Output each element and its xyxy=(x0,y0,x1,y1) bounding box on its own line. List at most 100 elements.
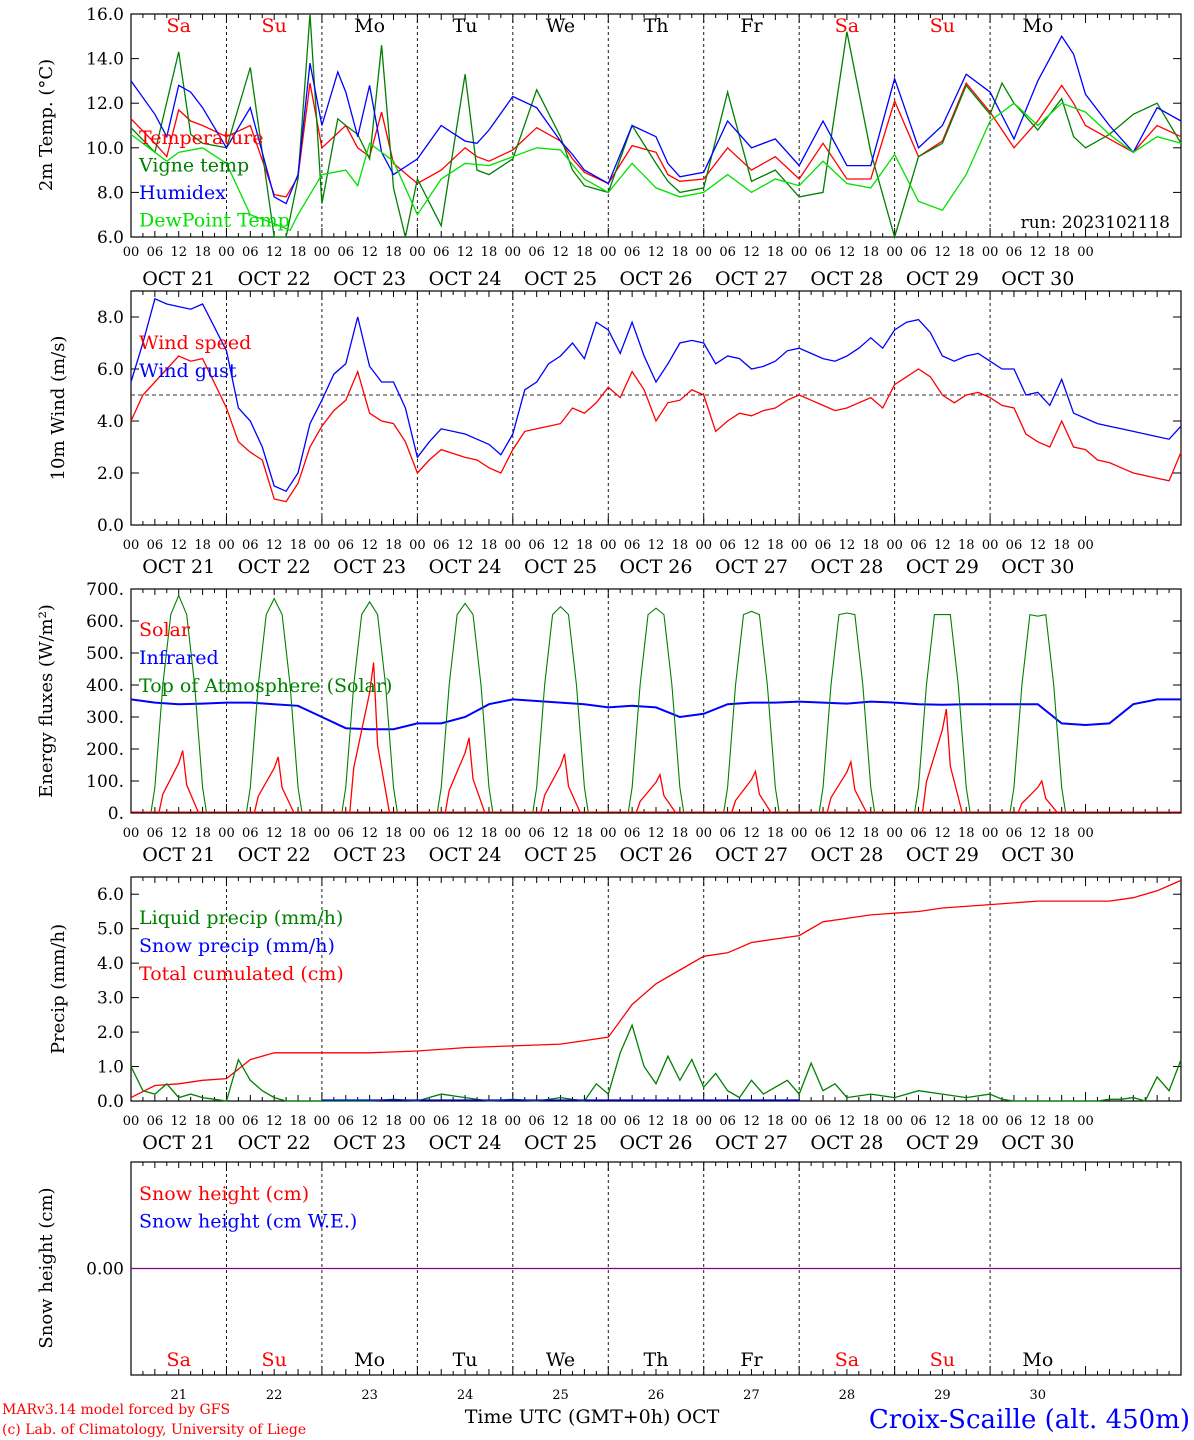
hour-label: 00 xyxy=(314,826,331,841)
day-name: Fr xyxy=(740,15,763,37)
date-label: OCT 22 xyxy=(238,556,311,578)
hour-label: 06 xyxy=(815,538,832,553)
hour-label: 18 xyxy=(767,538,784,553)
hour-label: 18 xyxy=(958,538,975,553)
date-label: OCT 23 xyxy=(333,268,406,290)
solar-day xyxy=(253,756,295,814)
hour-label: 12 xyxy=(648,826,665,841)
hour-label: 12 xyxy=(361,245,378,260)
date-label: OCT 28 xyxy=(810,844,883,866)
hour-label: 18 xyxy=(958,826,975,841)
hour-label: 12 xyxy=(170,538,187,553)
hour-label: 18 xyxy=(385,826,402,841)
hour-label: 00 xyxy=(886,1114,903,1129)
hour-label: 12 xyxy=(839,538,856,553)
hour-label: 00 xyxy=(886,826,903,841)
hour-label: 12 xyxy=(648,245,665,260)
legend-entry: Snow precip (mm/h) xyxy=(139,935,335,957)
hour-label: 18 xyxy=(576,1114,593,1129)
date-label: OCT 22 xyxy=(238,844,311,866)
hour-label: 00 xyxy=(1077,1114,1094,1129)
energy-frame xyxy=(130,588,1182,814)
hour-label: 12 xyxy=(552,1114,569,1129)
hour-label: 18 xyxy=(1053,1114,1070,1129)
hour-label: 06 xyxy=(242,245,259,260)
y-tick-label: 10.0 xyxy=(86,139,124,159)
date-label: OCT 27 xyxy=(715,844,788,866)
hour-label: 12 xyxy=(266,826,283,841)
legend-entry: Wind gust xyxy=(139,360,237,382)
hour-label: 12 xyxy=(266,245,283,260)
hour-label: 12 xyxy=(934,538,951,553)
hour-label: 06 xyxy=(337,538,354,553)
date-label: OCT 28 xyxy=(810,1132,883,1154)
hour-label: 00 xyxy=(123,1114,140,1129)
hour-label: 18 xyxy=(862,538,879,553)
hour-label: 06 xyxy=(528,1114,545,1129)
series-infrared xyxy=(130,698,1181,731)
y-tick-label: 600. xyxy=(86,612,124,632)
day-number: 28 xyxy=(839,1388,856,1403)
hour-label: 18 xyxy=(290,1114,307,1129)
solar-day xyxy=(921,708,963,814)
copyright-credit: (c) Lab. of Climatology, University of L… xyxy=(2,1422,306,1438)
model-credit: MARv3.14 model forced by GFS xyxy=(2,1402,230,1418)
solar-day xyxy=(730,769,772,814)
hour-label: 06 xyxy=(147,538,164,553)
toa-solar-day xyxy=(913,614,971,814)
hour-label: 18 xyxy=(862,826,879,841)
hour-label: 00 xyxy=(409,826,426,841)
hour-label: 00 xyxy=(1077,538,1094,553)
series-total-cumulated-cm xyxy=(130,879,1182,1099)
hour-label: 06 xyxy=(528,245,545,260)
snow-panel: Snow height (cm) 0.00 Snow height (cm) Sno… xyxy=(36,1161,1182,1403)
y-tick-label: 500. xyxy=(86,644,124,664)
date-label: OCT 27 xyxy=(715,1132,788,1154)
precip-panel: Precip (mm/h) 0.0 1.0 2.0 3.0 4.0 5.0 6.0 00 06 1… xyxy=(48,876,1182,1154)
station-title: Croix-Scaille (alt. 450m) xyxy=(869,1405,1190,1435)
hour-label: 18 xyxy=(194,1114,211,1129)
hour-label: 06 xyxy=(910,1114,927,1129)
hour-label: 18 xyxy=(1053,826,1070,841)
y-tick-label: 0.0 xyxy=(97,1092,124,1112)
hour-label: 12 xyxy=(934,1114,951,1129)
day-name: Sa xyxy=(167,1349,191,1371)
hour-label: 06 xyxy=(1006,538,1023,553)
hour-label: 06 xyxy=(815,245,832,260)
hour-label: 00 xyxy=(886,245,903,260)
y-tick-label: 300. xyxy=(86,708,124,728)
y-tick-label: 200. xyxy=(86,740,124,760)
hour-label: 00 xyxy=(695,538,712,553)
series-liquid-precip-mm-h xyxy=(130,1023,1182,1102)
wind-frame xyxy=(130,290,1182,526)
date-label: OCT 24 xyxy=(429,556,502,578)
hour-label: 18 xyxy=(672,1114,689,1129)
hour-label: 12 xyxy=(170,245,187,260)
y-tick-label: 1.0 xyxy=(97,1058,124,1078)
hour-label: 06 xyxy=(910,826,927,841)
day-number: 24 xyxy=(457,1388,474,1403)
hour-label: 00 xyxy=(695,245,712,260)
hour-label: 18 xyxy=(576,245,593,260)
date-label: OCT 23 xyxy=(333,844,406,866)
hour-label: 00 xyxy=(123,826,140,841)
hour-label: 06 xyxy=(147,826,164,841)
hour-label: 12 xyxy=(170,1114,187,1129)
y-tick-label: 700. xyxy=(86,580,124,600)
date-label: OCT 30 xyxy=(1001,1132,1074,1154)
hour-label: 06 xyxy=(242,538,259,553)
hour-label: 12 xyxy=(552,538,569,553)
hour-label: 18 xyxy=(1053,538,1070,553)
date-label: OCT 29 xyxy=(906,1132,979,1154)
hour-label: 12 xyxy=(1030,245,1047,260)
toa-solar-day xyxy=(245,597,303,814)
temperature-ylabel: 2m Temp. (°C) xyxy=(36,59,57,191)
hour-label: 12 xyxy=(266,1114,283,1129)
hour-label: 12 xyxy=(743,538,760,553)
day-name: Tu xyxy=(453,1349,478,1371)
y-tick-label: 4.0 xyxy=(97,954,124,974)
legend-entry: Liquid precip (mm/h) xyxy=(139,907,343,929)
hour-label: 00 xyxy=(505,826,522,841)
hour-label: 00 xyxy=(505,245,522,260)
legend-entry: Infrared xyxy=(139,647,219,669)
